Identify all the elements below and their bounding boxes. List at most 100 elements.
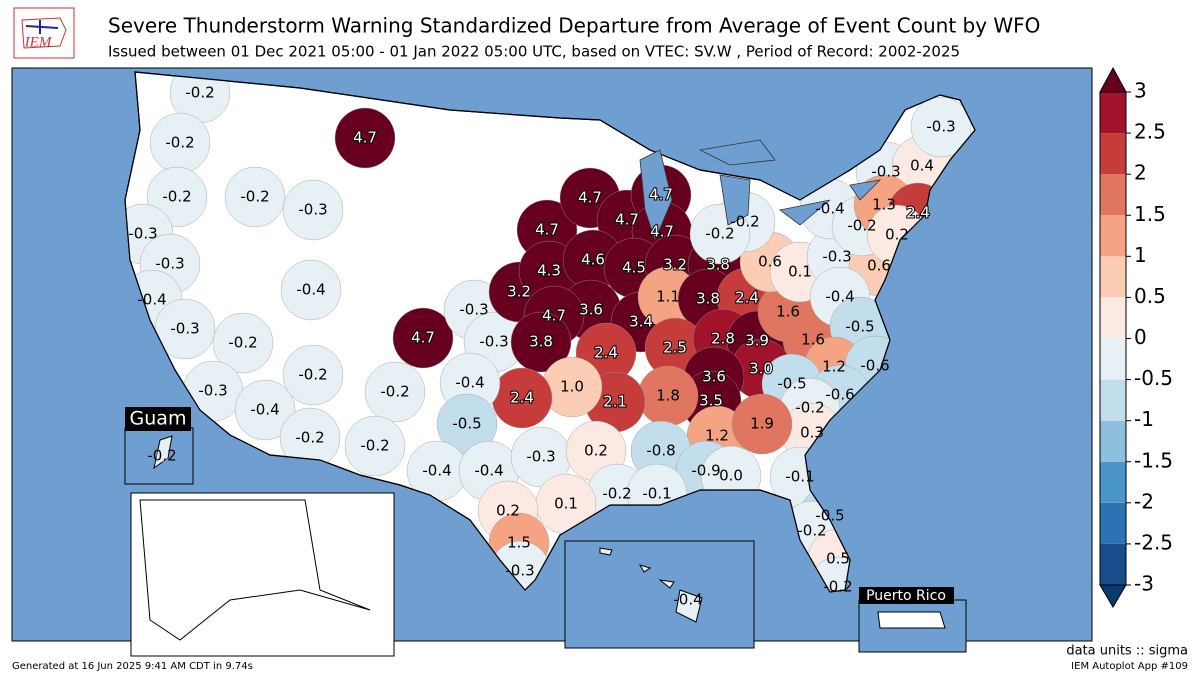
- wfo-region: [910, 96, 972, 158]
- wfo-value-label: 0.6: [867, 257, 891, 275]
- colorbar-bin: [1100, 543, 1126, 585]
- wfo-value-label: -0.4: [296, 281, 325, 299]
- logo-icon: [25, 20, 59, 34]
- wfo-value-label: 1.5: [507, 534, 531, 552]
- wfo-region: [510, 311, 572, 373]
- wfo-value-label: 0.2: [584, 442, 608, 460]
- wfo-value-label: 3.2: [663, 256, 687, 274]
- wfo-value-label: -0.2: [730, 213, 759, 231]
- wfo-value-label: -0.3: [479, 333, 508, 351]
- wfo-value-label: 1.6: [801, 331, 825, 349]
- logo: IEM: [13, 7, 75, 59]
- wfo-value-label: -0.2: [823, 578, 852, 596]
- wfo-value-label: 1.9: [750, 415, 774, 433]
- wfo-value-label: -0.2: [147, 447, 176, 465]
- colorbar-tick-label: -3: [1134, 572, 1154, 596]
- wfo-value-label: 4.7: [535, 221, 559, 239]
- logo-state: [21, 17, 67, 49]
- wfo-value-label: -0.2: [240, 188, 269, 206]
- wfo-value-label: 4.7: [542, 307, 566, 325]
- wfo-value-label: 0.3: [800, 424, 824, 442]
- colorbar-tick-label: -1: [1134, 407, 1154, 431]
- wfo-value-label: 1.2: [822, 358, 846, 376]
- wfo-value-label: 2.8: [711, 330, 735, 348]
- wfo-value-label: -0.3: [298, 201, 327, 219]
- wfo-value-label: 4.7: [649, 186, 673, 204]
- wfo-value-label: -0.3: [926, 118, 955, 136]
- logo-text: IEM: [24, 34, 53, 50]
- alaska-inset: [130, 492, 395, 657]
- wfo-value-label: 1.6: [776, 303, 800, 321]
- wfo-value-label: 3.2: [507, 283, 531, 301]
- wfo-value-label: -0.2: [705, 225, 734, 243]
- wfo-value-label: 3.4: [629, 313, 653, 331]
- wfo-value-label: 4.7: [650, 223, 674, 241]
- great-lakes: [639, 139, 882, 242]
- wfo-region: [224, 166, 286, 228]
- colorbar-bin: [1100, 256, 1126, 298]
- wfo-region: [282, 344, 344, 406]
- wfo-value-label: 3.6: [579, 301, 603, 319]
- wfo-value-label: -0.4: [673, 591, 702, 609]
- wfo-value-label: -0.2: [360, 437, 389, 455]
- wfo-value-label: -0.5: [777, 375, 806, 393]
- wfo-value-label: -0.3: [459, 301, 488, 319]
- wfo-value-label: -0.4: [474, 462, 503, 480]
- map-subtitle: Issued between 01 Dec 2021 05:00 - 01 Ja…: [108, 43, 960, 61]
- pr-label: Puerto Rico: [866, 588, 946, 604]
- wfo-value-label: 2.1: [603, 393, 627, 411]
- wfo-value-label: 4.6: [581, 251, 605, 269]
- wfo-value-label: -0.5: [845, 318, 874, 336]
- wfo-value-label: -0.4: [422, 462, 451, 480]
- wfo-value-label: -0.2: [847, 217, 876, 235]
- wfo-value-label: 1.1: [656, 288, 680, 306]
- guam-island: [153, 435, 173, 470]
- colorbar-tick-label: 2: [1134, 161, 1147, 185]
- colorbar-tick-label: 3: [1134, 79, 1147, 103]
- wfo-value-label: -0.3: [198, 382, 227, 400]
- colorbar-bin: [1100, 92, 1126, 134]
- colorbar-bin: [1100, 502, 1126, 544]
- wfo-value-label: 3.6: [702, 368, 726, 386]
- colorbar: -3 -2.5 -2 -1.5 -1 -0.5 0 0.5 1 1.5 2 2.5 3: [1099, 66, 1173, 608]
- colorbar-over: [1099, 66, 1127, 93]
- wfo-value-label: 0.1: [554, 495, 578, 513]
- colorbar-bin: [1100, 215, 1126, 257]
- wfo-value-label: -0.3: [505, 562, 534, 580]
- colorbar-tick-label: 0: [1134, 325, 1147, 349]
- colorbar-tick-label: 1.5: [1134, 202, 1166, 226]
- wfo-region: [682, 594, 694, 606]
- wfo-value-label: 2.4: [594, 344, 618, 362]
- colorbar-bin: [1100, 297, 1126, 339]
- wfo-value-label: 4.7: [411, 329, 435, 347]
- wfo-value-label: -0.4: [137, 291, 166, 309]
- wfo-value-label: -0.2: [295, 429, 324, 447]
- footer-right: IEM Autoplot App #109: [1071, 661, 1188, 672]
- wfo-region: [731, 393, 793, 455]
- colorbar-bin: [1100, 379, 1126, 421]
- wfo-value-label: -0.2: [228, 334, 257, 352]
- wfo-value-label: -0.1: [785, 468, 814, 486]
- wfo-value-label: 3.8: [706, 256, 730, 274]
- wfo-value-label: 0.1: [788, 263, 812, 281]
- units-label: data units :: sigma: [1066, 644, 1188, 659]
- wfo-value-label: -0.2: [185, 84, 214, 102]
- wfo-value-label: 3.8: [696, 290, 720, 308]
- wfo-value-label: -0.3: [128, 225, 157, 243]
- wfo-value-label: -0.2: [162, 188, 191, 206]
- colorbar-bin: [1100, 174, 1126, 216]
- wfo-value-label: 0.2: [496, 502, 520, 520]
- wfo-value-label: 1.8: [656, 387, 680, 405]
- wfo-value-label: -0.4: [455, 374, 484, 392]
- wfo-value-label: 0.0: [719, 467, 743, 485]
- wfo-value-label: -0.6: [860, 357, 889, 375]
- wfo-value-label: -0.2: [298, 366, 327, 384]
- guam-label: Guam: [130, 408, 187, 430]
- wfo-value-label: -0.2: [380, 383, 409, 401]
- wfo-value-label: -0.6: [825, 386, 854, 404]
- wfo-value-label: -0.3: [822, 248, 851, 266]
- wfo-value-label: 2.4: [906, 204, 930, 222]
- alaska-outline: [139, 499, 371, 641]
- wfo-region: [334, 107, 396, 169]
- wfo-value-label: 3.5: [699, 392, 723, 410]
